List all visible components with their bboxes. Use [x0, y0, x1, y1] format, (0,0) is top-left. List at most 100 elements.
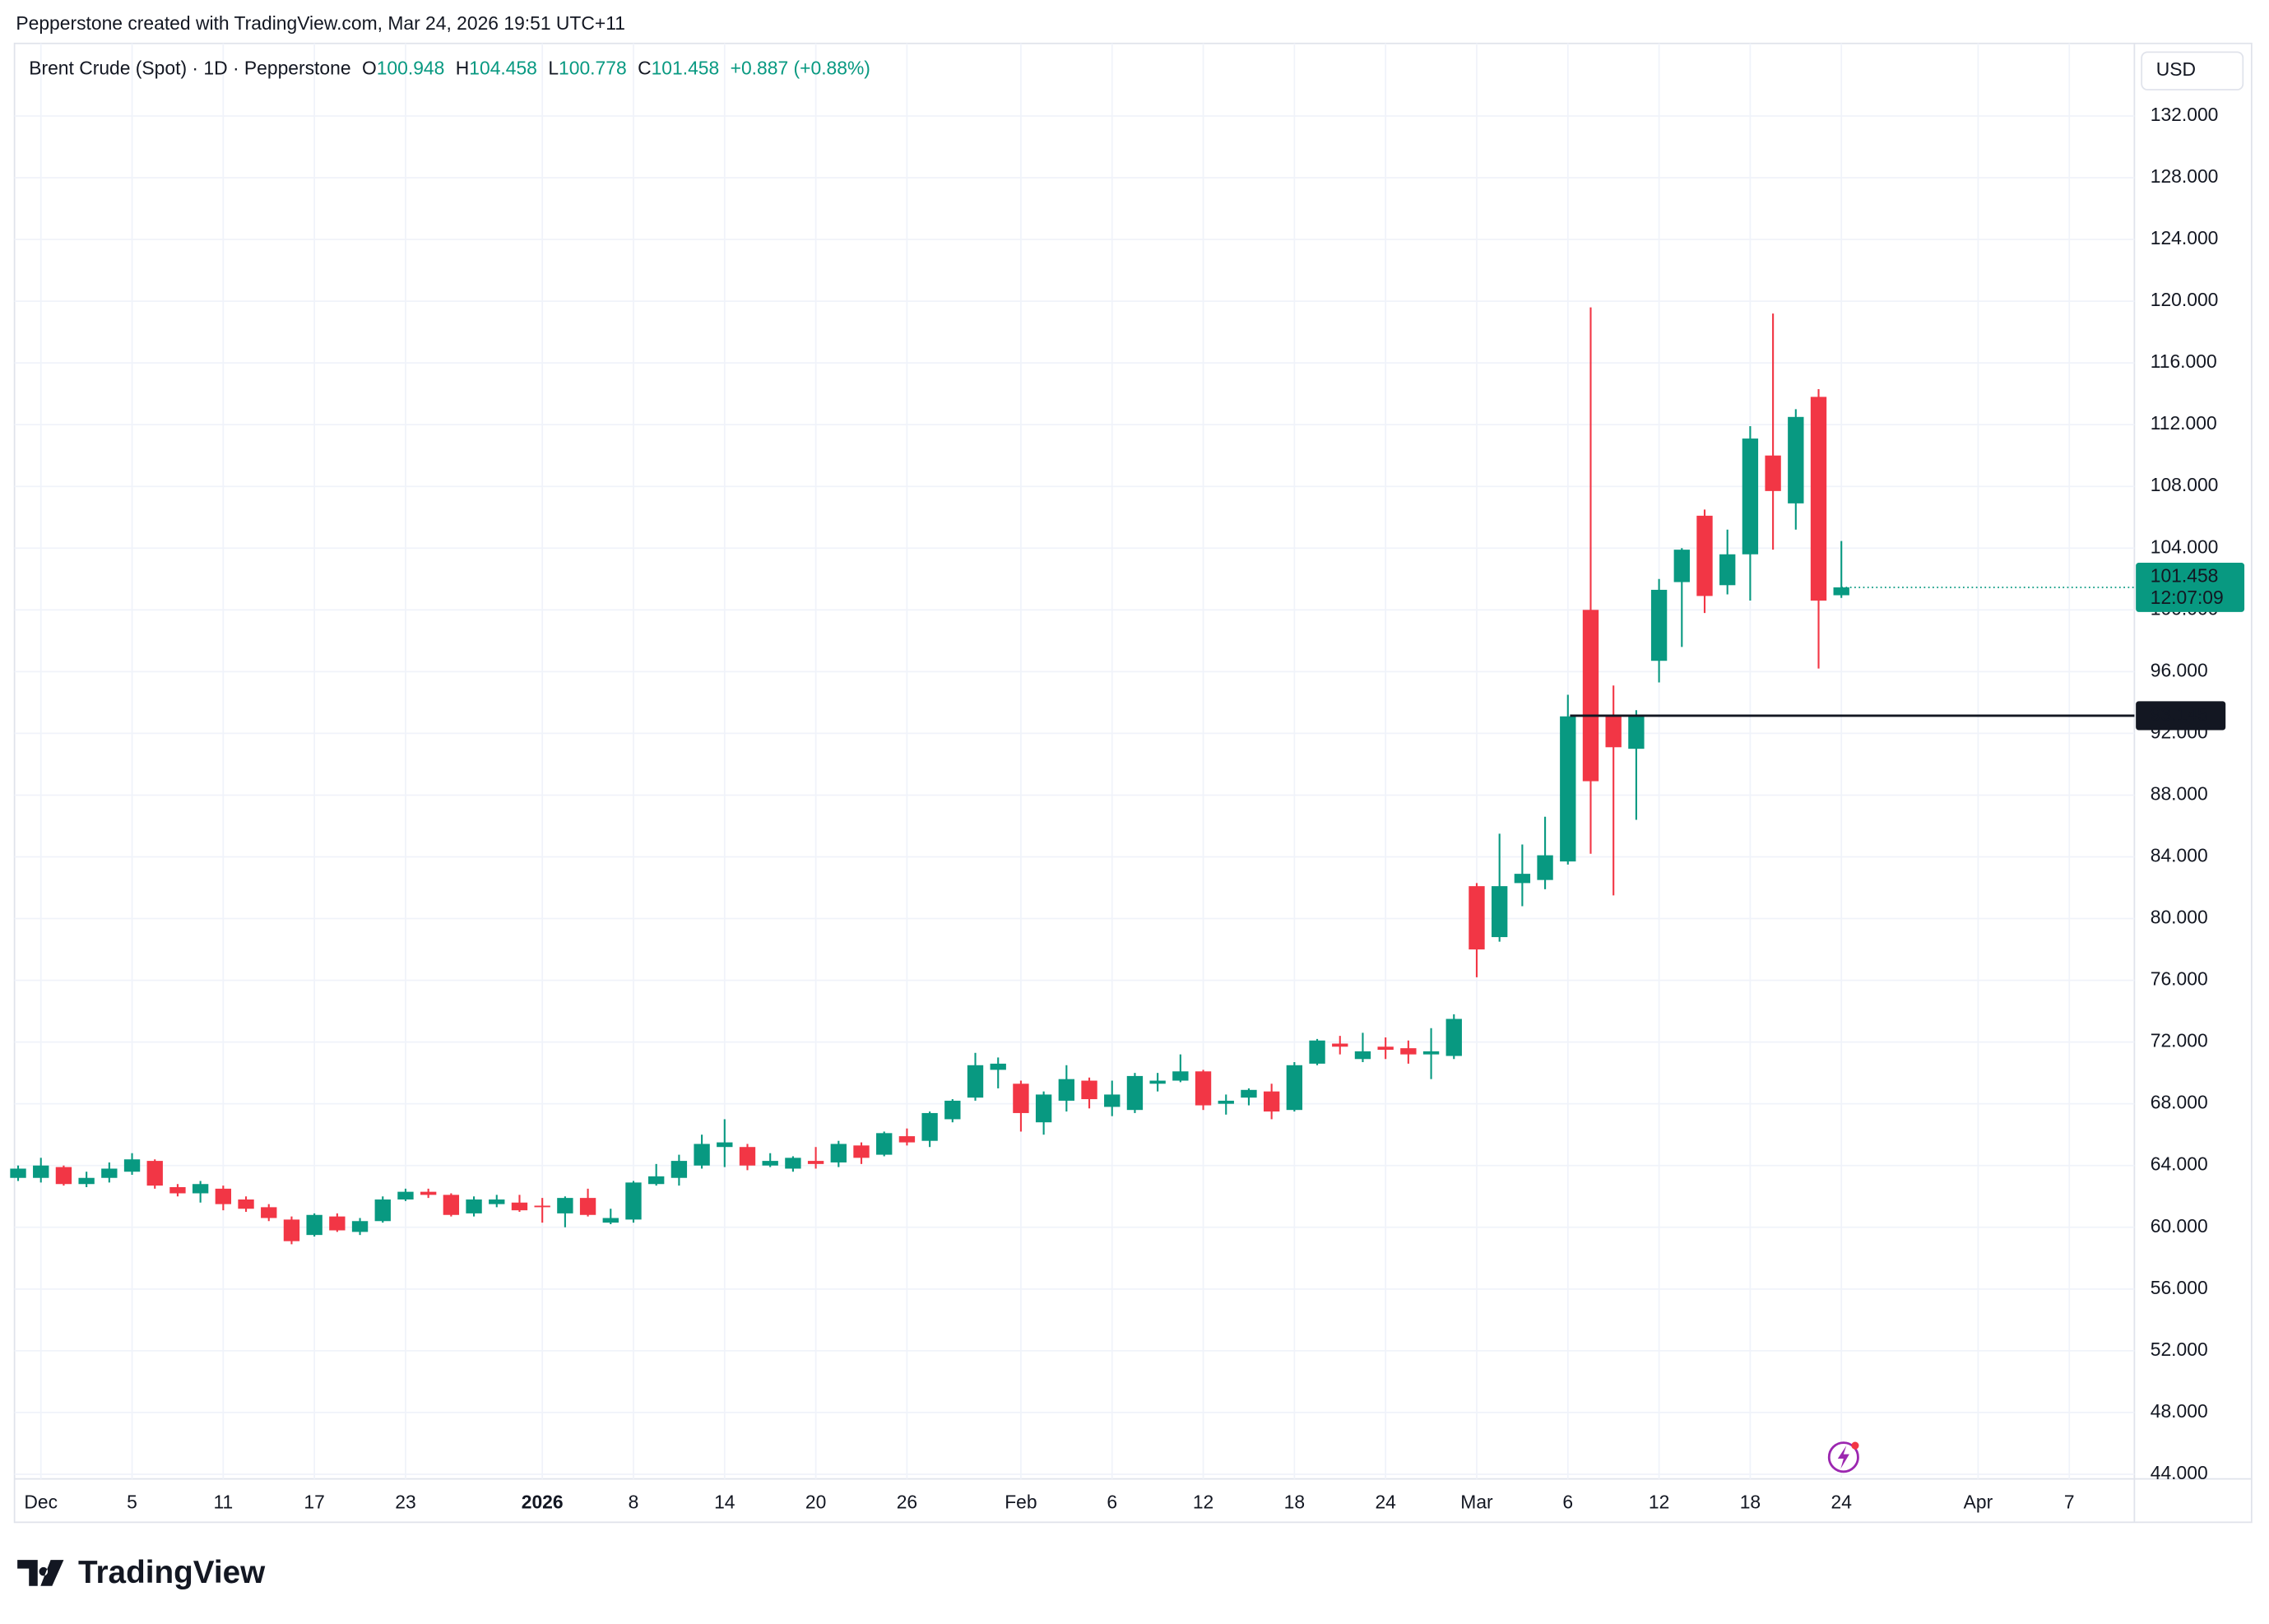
candle-body	[534, 1205, 550, 1208]
y-tick-label: 56.000	[2151, 1277, 2208, 1298]
candle-body	[146, 1161, 163, 1186]
x-tick-label: 24	[1831, 1492, 1852, 1513]
candle-body	[898, 1136, 916, 1143]
y-tick-label: 80.000	[2151, 907, 2208, 928]
candle-body	[1673, 550, 1690, 582]
last-price-box	[2136, 563, 2245, 612]
candle-body	[1650, 589, 1668, 661]
candle-body	[1514, 874, 1531, 884]
high-value: 104.458	[469, 57, 537, 78]
candle-body	[374, 1199, 391, 1222]
close-value: 101.458	[652, 57, 720, 78]
candle-body	[1286, 1065, 1303, 1111]
symbol-title: Brent Crude (Spot) · 1D · Pepperstone	[29, 57, 350, 78]
candle-body	[1400, 1048, 1417, 1055]
x-tick-label: 26	[897, 1492, 917, 1513]
candle-body	[876, 1133, 893, 1155]
ohlc-letter: H	[456, 57, 470, 78]
x-tick-label: 8	[629, 1492, 639, 1513]
grid	[14, 43, 2135, 1479]
candle-body	[169, 1186, 186, 1194]
candle-body	[557, 1198, 573, 1213]
candle-body	[785, 1158, 801, 1169]
candle-body	[351, 1221, 369, 1232]
y-tick-label: 116.000	[2151, 350, 2217, 372]
candle-body	[1241, 1089, 1257, 1098]
x-tick-label: 18	[1740, 1492, 1761, 1513]
candle-body	[306, 1214, 322, 1236]
candle-body	[694, 1144, 710, 1166]
candle-body	[602, 1218, 619, 1223]
y-tick-label: 120.000	[2151, 289, 2219, 310]
x-tick-label: 5	[127, 1492, 137, 1513]
candle-body	[1788, 416, 1804, 503]
candle-body	[1469, 886, 1485, 950]
candle-body	[1104, 1094, 1121, 1107]
candle-body	[1560, 716, 1576, 862]
currency-box[interactable]	[2141, 51, 2244, 90]
candle-body	[1696, 515, 1713, 596]
y-tick-label: 84.000	[2151, 845, 2208, 866]
candle-body	[1833, 587, 1849, 596]
y-tick-label: 60.000	[2151, 1215, 2208, 1237]
y-tick-label: 124.000	[2151, 227, 2219, 248]
candle-body	[579, 1198, 596, 1215]
hline-label: 93.145	[2151, 703, 2208, 725]
candle-body	[1537, 855, 1553, 880]
y-tick-label: 44.000	[2151, 1462, 2208, 1483]
candle-body	[123, 1159, 141, 1172]
candle-body	[1332, 1043, 1348, 1047]
event-icon-bolt	[1837, 1445, 1849, 1469]
legend-header: Brent Crude (Spot) · 1D · Pepperstone O1…	[29, 57, 870, 78]
x-tick-label: Mar	[1460, 1492, 1493, 1513]
candle-body	[420, 1191, 437, 1195]
x-tick-label: 14	[714, 1492, 735, 1513]
candle-body	[1263, 1091, 1280, 1112]
ohlc-letter: C	[638, 57, 652, 78]
y-tick-label: 64.000	[2151, 1153, 2208, 1175]
event-icon[interactable]	[1827, 1441, 1859, 1473]
y-tick-label: 112.000	[2151, 412, 2217, 434]
candle-body	[1309, 1040, 1325, 1064]
candle-body	[830, 1144, 847, 1162]
x-tick-label: 23	[395, 1492, 415, 1513]
open-value: 100.948	[377, 57, 445, 78]
x-tick-label: 12	[1193, 1492, 1213, 1513]
currency[interactable]: USD	[2156, 58, 2196, 80]
candle-body	[1742, 438, 1759, 554]
logo: TradingView	[17, 1555, 266, 1590]
candle-body	[443, 1195, 460, 1215]
candle-body	[648, 1176, 665, 1185]
candle-body	[10, 1168, 26, 1178]
ohlc-letter: O	[362, 57, 377, 78]
candle-body	[1149, 1080, 1166, 1084]
candles	[10, 307, 1849, 1245]
x-tick-label: 20	[805, 1492, 826, 1513]
y-tick-label: 88.000	[2151, 782, 2208, 804]
x-tick-label: 18	[1284, 1492, 1305, 1513]
x-tick-label: 24	[1375, 1492, 1396, 1513]
candle-body	[762, 1161, 778, 1166]
candle-body	[1126, 1075, 1144, 1111]
logo-text: TradingView	[78, 1555, 266, 1590]
frame	[13, 42, 2253, 1524]
candle-body	[670, 1161, 688, 1178]
candle-body	[853, 1145, 870, 1158]
candle-body	[283, 1219, 300, 1241]
candle-body	[807, 1161, 824, 1164]
candle-body	[1422, 1051, 1440, 1055]
candle-body	[1719, 554, 1736, 586]
candle-body	[238, 1199, 254, 1209]
candle-body	[990, 1063, 1006, 1070]
caption: Pepperstone created with TradingView.com…	[16, 12, 625, 34]
y-tick-label: 48.000	[2151, 1400, 2208, 1422]
candle-body	[1377, 1046, 1394, 1051]
x-tick-label: 12	[1649, 1492, 1669, 1513]
change-value: +0.887 (+0.88%)	[731, 57, 870, 78]
y-tick-label: 132.000	[2151, 104, 2219, 125]
candle-body	[1445, 1018, 1462, 1056]
candle-body	[1172, 1071, 1189, 1081]
